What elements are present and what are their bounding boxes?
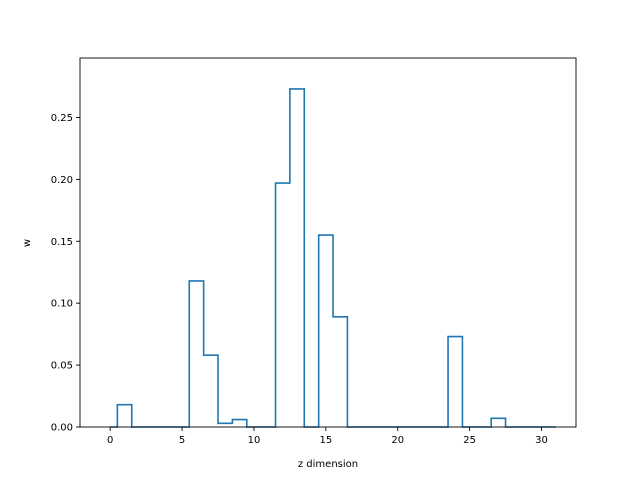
y-tick-label: 0.10: [51, 299, 73, 310]
y-axis-label: w: [22, 239, 33, 247]
x-tick-label: 5: [179, 435, 185, 446]
y-tick-label: 0.25: [51, 113, 73, 124]
x-tick-label: 30: [535, 435, 548, 446]
y-tick-label: 0.05: [51, 361, 73, 372]
x-tick-label: 10: [248, 435, 261, 446]
y-tick-label: 0.20: [51, 175, 73, 186]
x-tick-label: 15: [319, 435, 332, 446]
x-axis-label: z dimension: [298, 459, 358, 470]
x-tick-label: 20: [391, 435, 404, 446]
x-tick-label: 0: [107, 435, 113, 446]
y-tick-label: 0.00: [51, 423, 73, 434]
y-tick-label: 0.15: [51, 237, 73, 248]
x-tick-label: 25: [463, 435, 476, 446]
axes: 0 5 10 15 20 25 30 0.00 0.05 0.10 0.15 0.20 0.25: [51, 57, 577, 446]
axes-frame: [79, 57, 577, 428]
